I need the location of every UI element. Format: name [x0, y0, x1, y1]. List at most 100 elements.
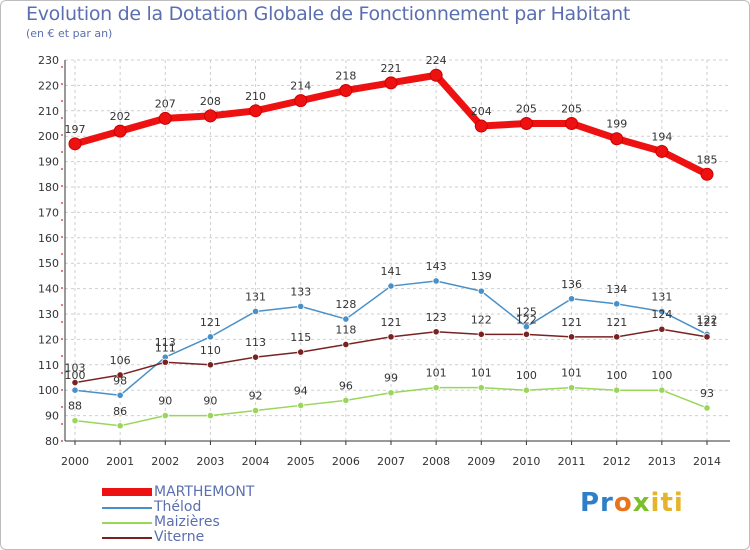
y-tick-label: 220: [38, 79, 59, 92]
x-tick-label: 2005: [287, 455, 315, 468]
data-point: [206, 361, 215, 369]
data-label: 122: [697, 313, 718, 326]
x-tick-label: 2008: [422, 455, 450, 468]
data-point: [206, 333, 215, 341]
data-point: [567, 295, 576, 303]
data-point: [116, 371, 124, 379]
data-point: [655, 144, 669, 158]
data-point: [432, 277, 440, 285]
data-point: [613, 386, 621, 394]
data-point: [474, 119, 488, 133]
data-label: 221: [381, 62, 402, 75]
data-label: 99: [384, 372, 398, 385]
data-label: 90: [158, 395, 172, 408]
data-point: [251, 406, 260, 415]
data-point: [339, 83, 353, 97]
data-point: [429, 68, 443, 82]
data-point: [203, 109, 217, 123]
data-label: 121: [697, 316, 718, 329]
y-tick-label: 90: [45, 410, 59, 423]
data-label: 185: [697, 153, 718, 166]
data-point: [613, 333, 621, 341]
data-label: 204: [471, 105, 492, 118]
data-point: [251, 307, 260, 316]
data-point: [342, 315, 350, 323]
data-label: 88: [68, 400, 82, 413]
data-point: [384, 76, 398, 90]
x-tick-label: 2006: [332, 455, 360, 468]
data-label: 121: [561, 316, 582, 329]
data-point: [297, 401, 305, 410]
data-point: [251, 353, 260, 361]
data-point: [613, 300, 621, 308]
data-label: 208: [200, 95, 221, 108]
data-label: 121: [200, 316, 221, 329]
y-tick-label: 170: [38, 206, 59, 219]
logo-part-2: o: [613, 488, 633, 518]
data-label: 93: [700, 387, 714, 400]
data-point: [342, 396, 350, 404]
x-tick-label: 2012: [603, 455, 631, 468]
data-point: [387, 282, 395, 290]
y-tick-label: 150: [38, 257, 59, 270]
data-point: [116, 422, 124, 430]
x-tick-label: 2011: [558, 455, 586, 468]
legend-label: Thélod: [154, 499, 202, 515]
y-tick-label: 160: [38, 232, 59, 245]
data-label: 100: [651, 369, 672, 382]
data-label: 143: [426, 260, 447, 273]
y-tick-label: 140: [38, 283, 59, 296]
data-label: 210: [245, 90, 266, 103]
data-point: [519, 117, 533, 130]
data-point: [71, 386, 79, 394]
data-point: [387, 333, 395, 341]
y-tick-label: 190: [38, 156, 59, 169]
data-point: [703, 333, 711, 341]
data-label: 139: [471, 270, 492, 283]
data-label: 92: [249, 390, 263, 403]
data-point: [658, 307, 666, 316]
data-label: 110: [200, 344, 221, 357]
chart-subtitle: (en € et par an): [26, 27, 113, 40]
data-label: 100: [606, 369, 627, 382]
logo-part-4: iti: [650, 488, 684, 518]
x-tick-label: 2003: [196, 455, 224, 468]
x-tick-label: 2002: [151, 455, 179, 468]
data-label: 103: [65, 362, 86, 375]
data-point: [477, 384, 485, 392]
data-point: [294, 94, 308, 108]
x-tick-label: 2013: [648, 455, 676, 468]
logo-part-3: x: [632, 488, 651, 518]
data-point: [297, 348, 305, 356]
legend-swatch: [102, 522, 152, 524]
logo-part-1: Pr: [580, 488, 614, 518]
data-label: 205: [561, 103, 582, 116]
data-point: [71, 378, 79, 387]
data-point: [161, 411, 169, 420]
data-label: 131: [245, 290, 266, 303]
data-label: 121: [381, 316, 402, 329]
data-label: 101: [561, 367, 582, 380]
data-label: 100: [65, 369, 86, 382]
data-label: 113: [245, 336, 266, 349]
data-point: [522, 386, 531, 394]
data-label: 133: [290, 285, 311, 298]
data-label: 125: [516, 306, 537, 319]
data-label: 101: [426, 367, 447, 380]
plot-area: [65, 60, 730, 441]
data-label: 111: [155, 341, 176, 354]
data-point: [432, 384, 440, 392]
y-tick-label: 130: [38, 308, 59, 321]
data-label: 218: [335, 69, 356, 82]
data-label: 98: [113, 374, 127, 387]
data-label: 94: [294, 384, 308, 397]
data-label: 128: [335, 298, 356, 311]
data-point: [113, 124, 127, 138]
data-point: [477, 287, 485, 295]
data-label: 124: [651, 308, 672, 321]
data-label: 205: [516, 103, 537, 116]
data-point: [658, 386, 666, 394]
x-tick-label: 2010: [512, 455, 540, 468]
data-point: [158, 111, 172, 125]
x-tick-label: 2001: [106, 455, 134, 468]
